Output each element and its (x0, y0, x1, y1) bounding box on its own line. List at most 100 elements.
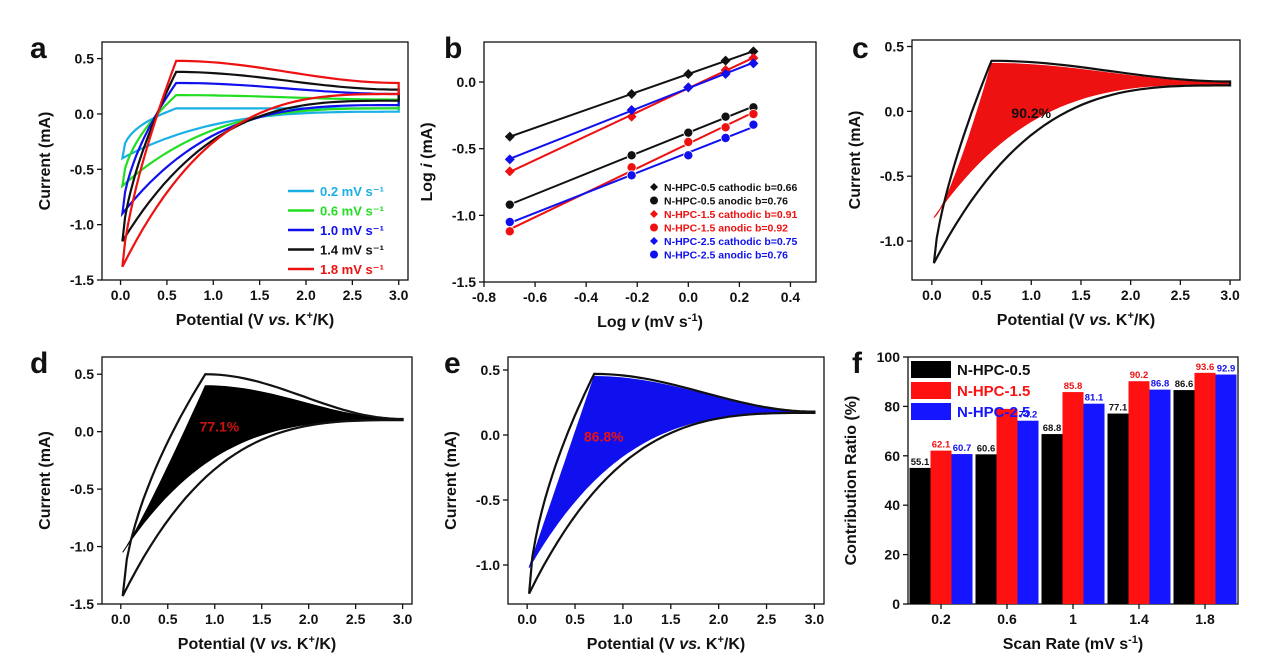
legend-swatch (911, 403, 951, 420)
y-axis-label: Current (mA) (443, 431, 460, 530)
bar (1215, 374, 1237, 604)
x-tick-label: -0.6 (523, 289, 547, 305)
x-tick-label: 0.0 (111, 287, 131, 303)
bar (930, 450, 952, 604)
plot-frame (101, 356, 413, 605)
x-tick-label: 1 (1069, 611, 1077, 627)
y-tick-label: -1.0 (880, 233, 904, 249)
x-tick-label: 2.0 (1121, 287, 1141, 303)
x-tick-label: 0.2 (931, 611, 951, 627)
x-tick-label: -0.8 (472, 289, 496, 305)
data-point (626, 170, 637, 181)
x-tick-label: 0.5 (158, 611, 178, 627)
y-tick-label: -0.5 (452, 141, 476, 157)
y-axis-label: Contribution Ratio (%) (843, 396, 860, 566)
y-tick-label: 0.5 (481, 362, 501, 378)
data-point (626, 111, 637, 122)
bar-value-label: 74.2 (1019, 410, 1038, 421)
x-tick-label: 0.5 (565, 611, 585, 627)
y-tick-label: -1.0 (70, 217, 94, 233)
legend-entry: 0.2 mV s⁻¹ (320, 184, 384, 199)
x-tick-label: 0.5 (157, 287, 177, 303)
contribution-annotation: 86.8% (584, 429, 624, 445)
data-point (748, 53, 759, 63)
legend-entry: 0.6 mV s⁻¹ (320, 204, 384, 219)
data-point (626, 150, 637, 161)
data-point (683, 69, 694, 79)
panel-label: e (444, 347, 461, 380)
legend-entry: 1.4 mV s⁻¹ (320, 243, 384, 258)
x-tick-label: 1.4 (1129, 611, 1149, 627)
bar-value-label: 81.1 (1085, 393, 1104, 404)
legend-entry: N-HPC-2.5 anodic b=0.76 (664, 250, 788, 262)
y-tick-label: 0.0 (75, 424, 95, 440)
x-tick-label: 1.0 (613, 611, 633, 627)
plot-frame (101, 41, 409, 281)
y-tick-label: -1.5 (452, 274, 476, 290)
cv-curve (121, 59, 400, 268)
data-point (748, 58, 759, 69)
x-tick-label: 1.0 (204, 287, 224, 303)
data-point (720, 132, 731, 143)
data-point (720, 69, 731, 79)
bar (1062, 392, 1084, 604)
data-point (504, 226, 515, 237)
x-tick-label: 3.0 (1220, 287, 1240, 303)
x-tick-label: 1.8 (1195, 611, 1215, 627)
x-tick-label: 2.5 (346, 611, 366, 627)
x-tick-label: 0.5 (972, 287, 992, 303)
x-tick-label: 0.4 (781, 289, 801, 305)
bar-value-label: 93.6 (1196, 362, 1215, 373)
y-axis-label: Log i (mA) (419, 122, 436, 201)
y-tick-label: 40 (884, 497, 900, 513)
capacitive-area (122, 385, 404, 553)
data-point (748, 109, 759, 120)
y-tick-label: 0.5 (885, 38, 905, 54)
bar (1194, 372, 1216, 604)
legend-entry: N-HPC-0.5 anodic b=0.76 (664, 196, 788, 208)
x-axis-label: Scan Rate (mV s-1) (1003, 634, 1144, 653)
legend-marker (650, 210, 658, 218)
y-tick-label: 0.5 (75, 366, 95, 382)
legend-entry: N-HPC-2.5 (957, 404, 1030, 421)
bar-value-label: 60.6 (977, 443, 996, 454)
panel-d: 0.0 0.5 1.0 1.5 2.0 2.5 3.0-1.5-1.0-0.50.00.5P… (30, 347, 413, 653)
data-point (720, 122, 731, 133)
legend-entry: N-HPC-0.5 cathodic b=0.66 (664, 182, 797, 194)
x-tick-label: -0.2 (625, 289, 649, 305)
bar (1149, 389, 1171, 604)
y-tick-label: 0.0 (457, 74, 477, 90)
y-axis-label: Current (mA) (847, 111, 864, 210)
panel-label: f (852, 347, 863, 380)
x-axis-label: Potential (V vs. K+/K) (178, 634, 336, 653)
panel-b: -0.8 -0.6 -0.4 -0.2 0.0 0.2 0.4 -1.5 -1.0 -0.5 0.0… (419, 32, 817, 331)
legend-marker (650, 196, 658, 205)
x-tick-label: 0.0 (517, 611, 537, 627)
x-tick-label: 1.0 (1022, 287, 1042, 303)
panel-a: 0.0 0.5 1.0 1.5 2.0 2.5 3.0 -1.5 -1.0 -0.5 0.0 0.5 P… (30, 32, 409, 329)
cv-curve (528, 372, 816, 595)
bar-value-label: 55.1 (911, 457, 930, 468)
contribution-annotation: 90.2% (1011, 105, 1051, 121)
y-tick-label: -0.5 (70, 481, 94, 497)
x-tick-label: 1.5 (661, 611, 681, 627)
plot-frame (911, 39, 1241, 281)
x-tick-label: 3.0 (805, 611, 825, 627)
x-tick-label: 1.5 (252, 611, 272, 627)
y-tick-label: -1.5 (70, 272, 94, 288)
y-axis-label: Current (mA) (37, 431, 54, 530)
data-point (683, 127, 694, 138)
panel-label: c (852, 32, 869, 65)
x-axis-label: Potential (V vs. K+/K) (176, 310, 334, 329)
data-point (748, 119, 759, 130)
y-tick-label: 0.0 (885, 103, 905, 119)
y-tick-label: 0 (892, 596, 900, 612)
bar (951, 454, 973, 604)
data-point (504, 199, 515, 210)
x-tick-label: 1.0 (205, 611, 225, 627)
bar (975, 454, 997, 604)
x-tick-label: 3.0 (393, 611, 413, 627)
data-point (683, 136, 694, 147)
cv-curve (121, 373, 404, 597)
bar-value-label: 62.1 (932, 440, 951, 451)
